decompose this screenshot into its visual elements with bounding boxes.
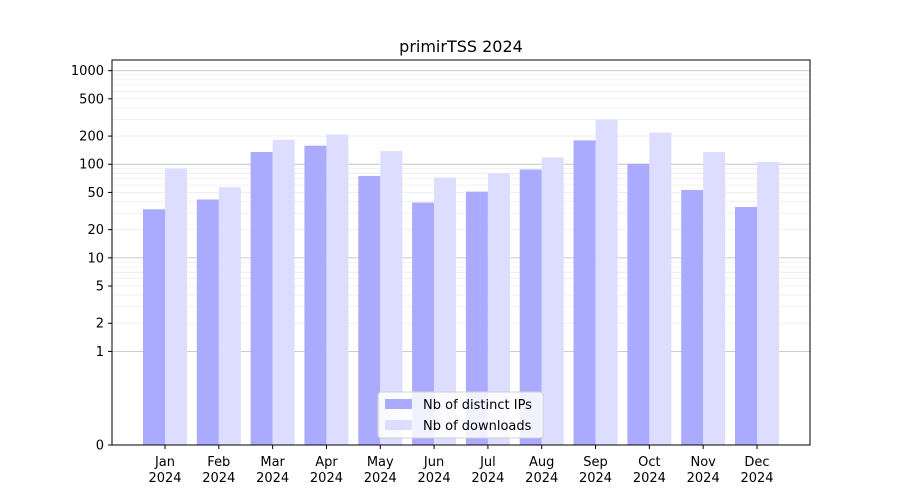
x-tick-label-month: Mar	[260, 455, 285, 470]
legend-box	[377, 391, 544, 439]
bar-distinct-ips-nov	[681, 190, 704, 445]
x-tick-label-month: Jan	[154, 455, 175, 470]
bar-downloads-aug	[541, 157, 564, 445]
y-tick-label: 5	[96, 280, 104, 295]
x-tick-label-month: Sep	[583, 455, 608, 470]
bars	[143, 119, 779, 446]
x-tick-label-month: Dec	[744, 455, 769, 470]
bar-distinct-ips-oct	[627, 163, 650, 445]
bar-downloads-jan	[165, 168, 187, 445]
bar-downloads-apr	[326, 134, 349, 445]
plot-frame	[111, 59, 811, 446]
y-tick-label: 1000	[71, 64, 104, 79]
bar-distinct-ips-jun	[412, 202, 435, 445]
y-tick-label: 0	[96, 439, 104, 454]
x-tick-label-year: 2024	[525, 471, 558, 486]
legend: Nb of distinct IPs Nb of downloads	[377, 391, 544, 439]
x-tick-label-month: Apr	[315, 455, 338, 470]
bar-downloads-oct	[649, 132, 672, 445]
bar-downloads-nov	[703, 152, 726, 445]
x-tick-label-year: 2024	[310, 471, 343, 486]
y-tick-label: 200	[79, 130, 104, 145]
bar-downloads-mar	[272, 139, 295, 445]
bar-distinct-ips-dec	[735, 206, 757, 445]
y-tick-label: 50	[87, 186, 104, 201]
y-tick-label: 2	[96, 317, 104, 332]
x-tick-label-year: 2024	[687, 471, 720, 486]
bar-distinct-ips-may	[358, 175, 381, 445]
legend-label: Nb of downloads	[423, 419, 532, 434]
x-tick-label-month: Nov	[690, 455, 716, 470]
x-tick-label-month: Jun	[423, 455, 444, 470]
bar-downloads-may	[380, 151, 403, 446]
x-tick-label-year: 2024	[633, 471, 666, 486]
bar-distinct-ips-sep	[573, 140, 596, 445]
bar-distinct-ips-feb	[196, 199, 219, 445]
legend-label: Nb of distinct IPs	[423, 398, 532, 413]
x-tick-label-month: May	[367, 455, 394, 470]
y-tick-label: 1	[96, 345, 104, 360]
bar-downloads-sep	[595, 119, 618, 446]
bar-distinct-ips-mar	[250, 152, 273, 445]
x-tick-label-month: Oct	[638, 455, 660, 470]
bar-downloads-jul	[487, 173, 510, 445]
chart-title: primirTSS 2024	[399, 37, 523, 56]
x-tick-label-year: 2024	[740, 471, 773, 486]
x-tick-label-year: 2024	[148, 471, 181, 486]
y-tick-label: 20	[87, 223, 104, 238]
bar-downloads-jun	[434, 177, 457, 446]
bar-downloads-feb	[218, 187, 241, 445]
x-tick-label-month: Feb	[207, 455, 230, 470]
legend-swatch	[385, 399, 412, 409]
y-tick-label: 500	[79, 92, 104, 107]
y-tick-label: 10	[87, 251, 104, 266]
x-tick-label-year: 2024	[418, 471, 451, 486]
bar-distinct-ips-jul	[465, 191, 488, 445]
x-tick-label-year: 2024	[256, 471, 289, 486]
x-tick-label-month: Aug	[529, 455, 554, 470]
y-axis: 0 1 2 5 10 20 50 100 200 500 1000	[71, 64, 112, 454]
x-tick-label-year: 2024	[579, 471, 612, 486]
x-tick-label-month: Jul	[479, 455, 496, 470]
bar-distinct-ips-jan	[143, 209, 165, 445]
x-tick-label-year: 2024	[364, 471, 397, 486]
legend-swatch	[385, 420, 412, 430]
x-tick-label-year: 2024	[471, 471, 504, 486]
y-tick-label: 100	[79, 158, 104, 173]
bar-downloads-dec	[757, 161, 779, 445]
bar-distinct-ips-apr	[304, 145, 327, 445]
bar-distinct-ips-aug	[519, 169, 542, 446]
x-tick-label-year: 2024	[202, 471, 235, 486]
x-axis: Jan2024Feb2024Mar2024Apr2024May2024Jun20…	[148, 445, 774, 486]
